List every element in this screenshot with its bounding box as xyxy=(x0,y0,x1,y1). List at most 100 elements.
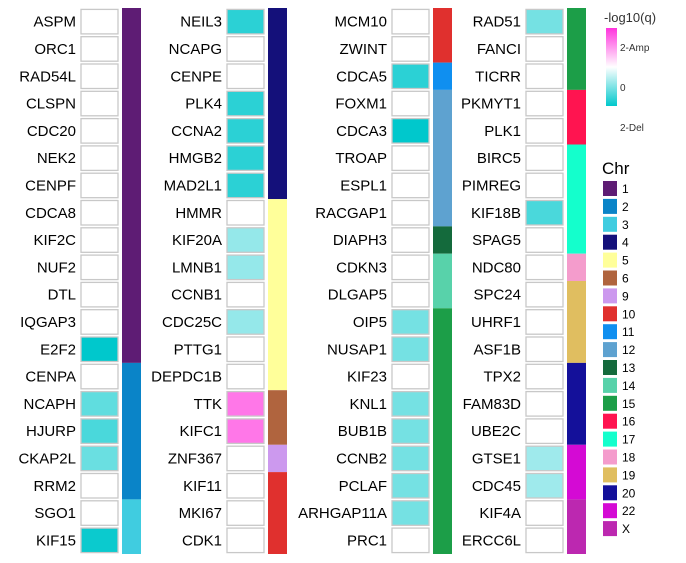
chr-legend-swatch xyxy=(603,467,617,483)
gene-label: KIF20A xyxy=(172,232,222,249)
heatmap-cell xyxy=(525,117,564,144)
gene-label: DEPDC1B xyxy=(151,369,222,386)
heatmap-cell xyxy=(80,90,119,117)
heatmap-columns: ASPM ORC1 RAD54L CLSPN CDC20 NEK2 CENPF CDCA8 KI… xyxy=(18,8,586,554)
gene-label: PCLAF xyxy=(339,478,387,495)
chr-legend-swatch xyxy=(603,198,617,214)
heatmap-cell xyxy=(226,309,265,335)
gene-label: MKI67 xyxy=(179,505,222,522)
heatmap-cell xyxy=(80,418,119,445)
gene-label: KIF18B xyxy=(471,205,521,222)
heatmap-cell xyxy=(525,336,564,363)
color-tick-zero: 0 xyxy=(620,83,626,94)
gene-column: RAD51 FANCI TICRR PKMYT1 PLK1 BIRC5 PIMREG KIF1… xyxy=(461,8,586,554)
gene-label: RAD51 xyxy=(473,14,521,31)
chr-legend-swatch xyxy=(603,181,617,196)
gene-label: CCNB2 xyxy=(336,450,387,467)
gene-label: FANCI xyxy=(477,41,521,58)
heatmap-cell xyxy=(525,227,564,253)
chr-strip-segment xyxy=(122,8,141,363)
chr-legend-label: 18 xyxy=(622,451,636,465)
heatmap-cell xyxy=(391,390,430,417)
heatmap-cell xyxy=(525,445,564,472)
heatmap-cell xyxy=(226,117,265,144)
gene-label: RACGAP1 xyxy=(315,205,387,222)
gene-label: CDCA5 xyxy=(336,68,387,85)
heatmap-cell xyxy=(391,227,430,253)
chr-legend-label: 17 xyxy=(622,433,636,447)
heatmap-cell xyxy=(391,472,430,499)
chr-strip-segment xyxy=(567,89,586,145)
gene-label: CDC45 xyxy=(472,478,521,495)
chr-strip-segment xyxy=(567,444,586,500)
chr-strip-segment xyxy=(567,362,586,445)
chr-legend-label: 2 xyxy=(622,200,629,214)
gene-label: NEIL3 xyxy=(180,14,222,31)
gene-label: TICRR xyxy=(475,68,521,85)
gene-label: CCNB1 xyxy=(171,287,222,304)
chr-legend-label: 11 xyxy=(622,325,635,339)
gene-label: KIF23 xyxy=(347,369,387,386)
gene-label: BIRC5 xyxy=(477,150,521,167)
chr-legend-label: 5 xyxy=(622,254,629,268)
gene-label: CDC20 xyxy=(27,123,76,140)
heatmap-cell xyxy=(80,390,119,417)
heatmap-cell xyxy=(391,418,430,445)
heatmap-cell xyxy=(391,117,430,144)
heatmap-cell xyxy=(391,445,430,472)
chr-strip-segment xyxy=(268,472,287,554)
chr-strip-segment xyxy=(567,253,586,281)
heatmap-cell xyxy=(391,281,430,308)
gene-label: FOXM1 xyxy=(335,96,387,113)
heatmap-cell xyxy=(80,472,119,499)
chr-legend-label: 20 xyxy=(622,486,636,500)
chr-legend-swatch xyxy=(603,521,617,537)
chr-legend-label: 1 xyxy=(622,182,629,196)
heatmap-cell xyxy=(80,309,119,335)
heatmap-cell xyxy=(391,63,430,90)
gene-label: CDCA3 xyxy=(336,123,387,140)
gene-label: DIAPH3 xyxy=(333,232,387,249)
heatmap-cell xyxy=(391,254,430,281)
gene-label: RRM2 xyxy=(33,478,76,495)
chr-legend-label: X xyxy=(622,522,630,536)
heatmap-cell xyxy=(525,472,564,499)
gene-label: E2F2 xyxy=(40,341,76,358)
heatmap-cell xyxy=(525,8,564,35)
chr-legend-swatch xyxy=(603,413,617,429)
heatmap-cell xyxy=(80,527,119,554)
gene-label: SPC24 xyxy=(473,287,521,304)
color-scale-bar xyxy=(606,28,617,106)
gene-label: ZWINT xyxy=(340,41,387,58)
heatmap-cell xyxy=(226,472,265,499)
chr-legend-label: 13 xyxy=(622,361,636,375)
gene-label: NCAPG xyxy=(169,41,222,58)
chr-legend-swatch xyxy=(603,252,617,268)
chr-legend-swatch xyxy=(603,288,617,304)
chr-legend-label: 3 xyxy=(622,218,629,232)
heatmap-cell xyxy=(525,145,564,172)
chr-strip-segment xyxy=(433,8,452,63)
heatmap-cell xyxy=(525,172,564,199)
gene-label: CENPE xyxy=(170,68,222,85)
gene-column: ASPM ORC1 RAD54L CLSPN CDC20 NEK2 CENPF CDCA8 KI… xyxy=(18,8,141,554)
heatmap-cell xyxy=(525,309,564,335)
heatmap-cell xyxy=(80,363,119,390)
heatmap-cell xyxy=(525,36,564,62)
gene-column: MCM10 ZWINT CDCA5 FOXM1 CDCA3 TROAP ESPL1 RACGA… xyxy=(298,8,452,554)
gene-label: UHRF1 xyxy=(471,314,521,331)
gene-label: SPAG5 xyxy=(472,232,521,249)
chr-strip-segment xyxy=(268,199,287,391)
chr-legend-swatch xyxy=(603,306,617,322)
gene-label: UBE2C xyxy=(471,423,521,440)
heatmap-cell xyxy=(226,445,265,472)
chr-legend-swatch xyxy=(603,234,617,250)
gene-label: MCM10 xyxy=(334,14,387,31)
heatmap-cell xyxy=(391,90,430,117)
gene-label: PIMREG xyxy=(462,177,521,194)
heatmap-cell xyxy=(391,527,430,554)
gene-label: LMNB1 xyxy=(172,259,222,276)
gene-label: CCNA2 xyxy=(171,123,222,140)
heatmap-cell xyxy=(226,281,265,308)
